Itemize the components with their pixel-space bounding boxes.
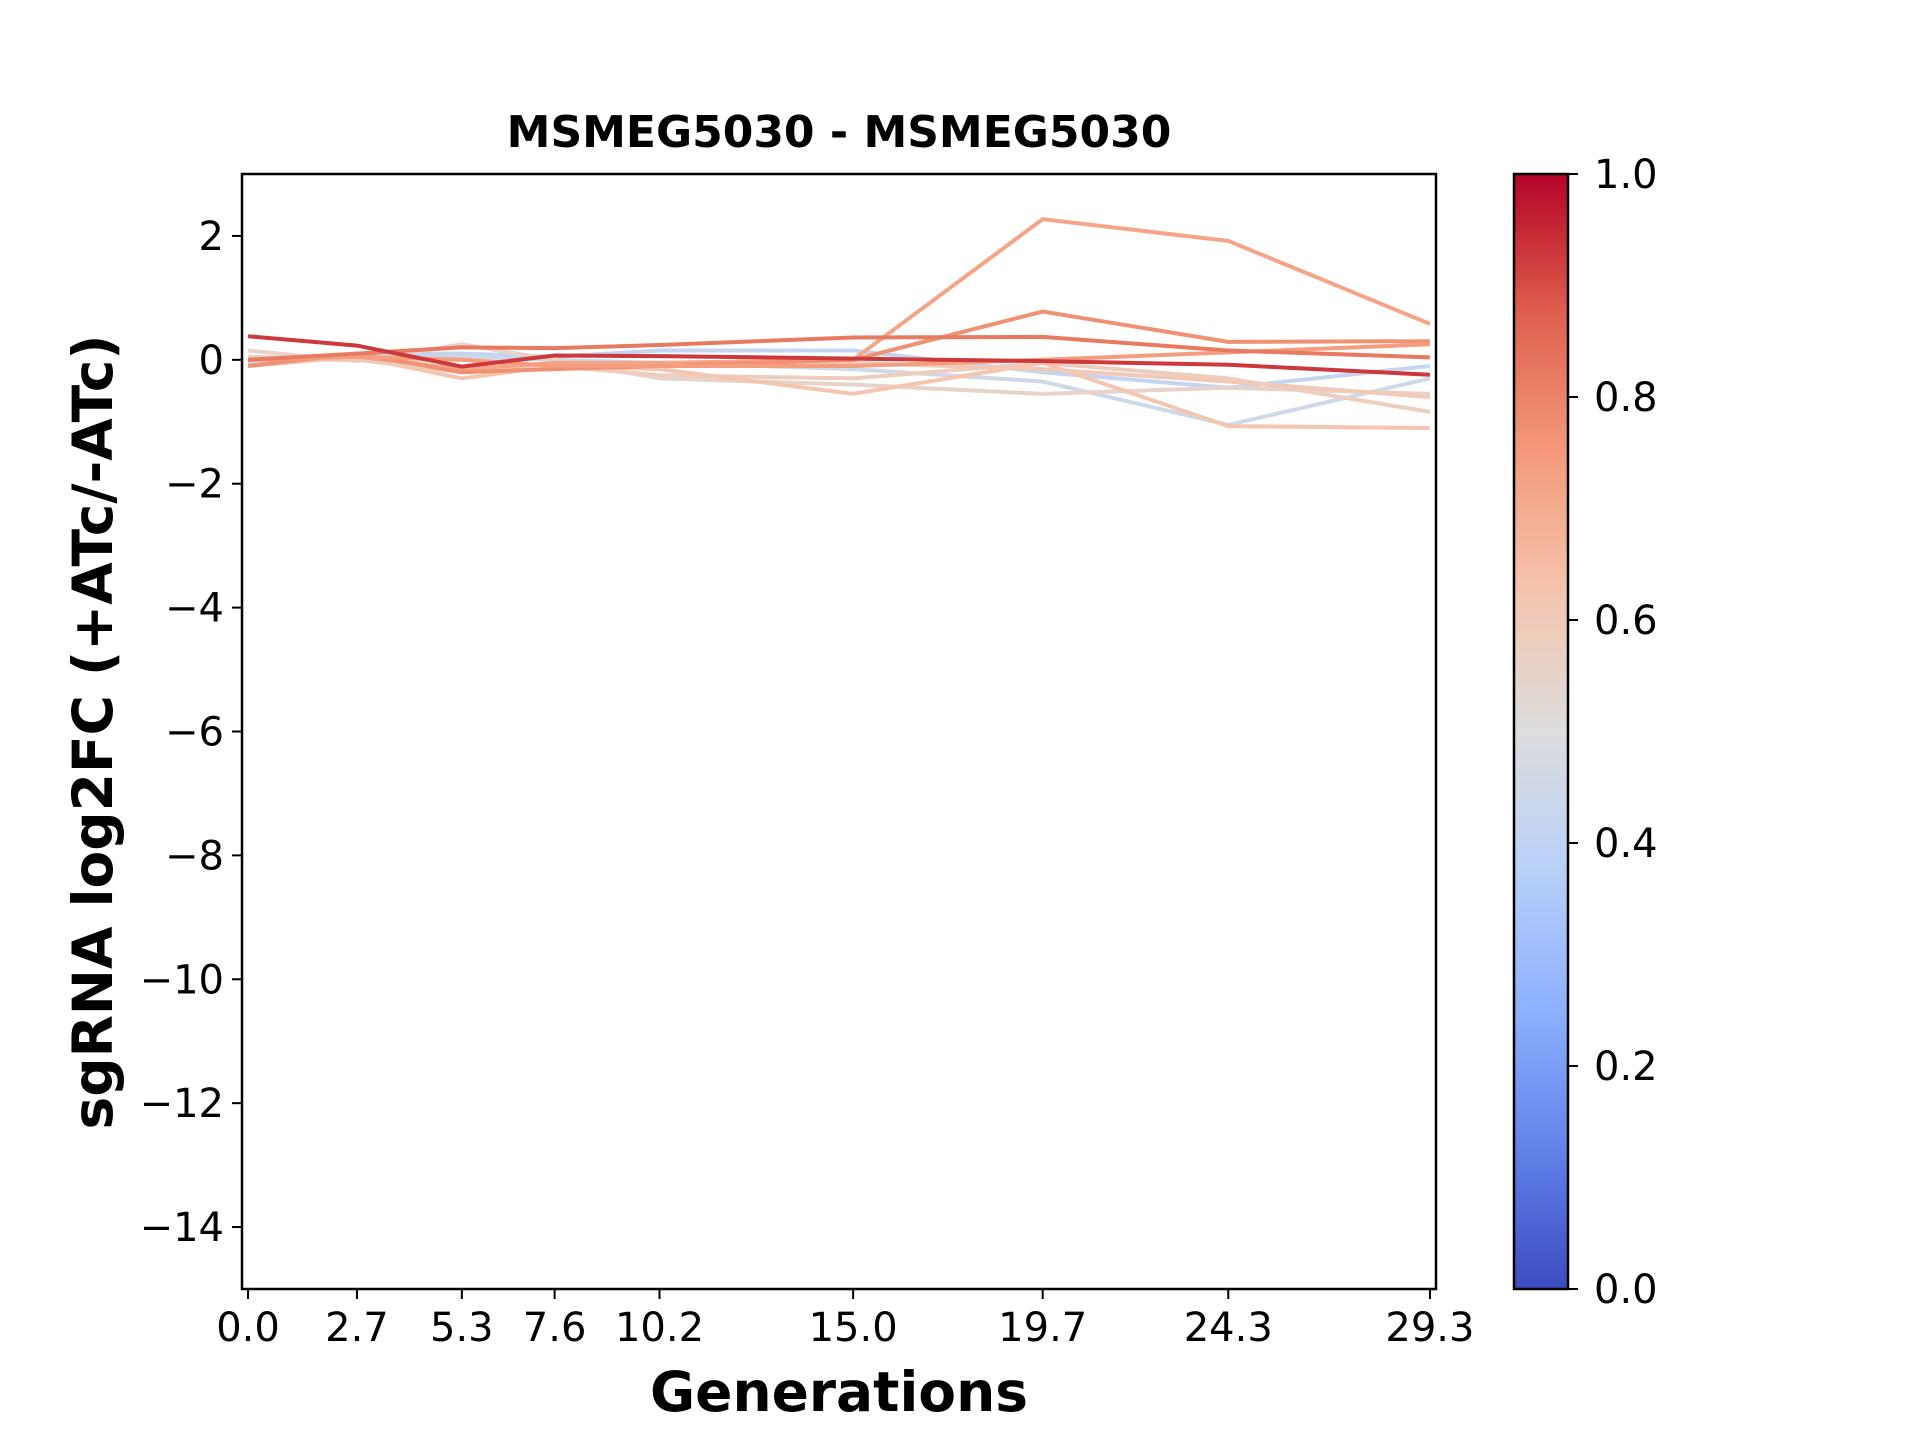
x-tick-label: 2.7 (325, 1305, 389, 1351)
colorbar-tick-label: 0.6 (1594, 598, 1658, 644)
chart-title: MSMEG5030 - MSMEG5030 (507, 107, 1172, 158)
y-tick-label: −8 (165, 833, 224, 879)
colorbar-tick-label: 0.4 (1594, 821, 1658, 867)
y-tick-label: −10 (140, 957, 224, 1003)
x-tick-label: 10.2 (615, 1305, 704, 1351)
colorbar-tick-label: 0.0 (1594, 1267, 1658, 1313)
y-axis-label: sgRNA log2FC (+ATc/-ATc) (61, 334, 125, 1129)
colorbar-axis: 0.0 0.2 0.4 0.6 0.8 1.0 (1568, 152, 1658, 1313)
colorbar-tick-label: 0.2 (1594, 1044, 1658, 1090)
series-line-8 (248, 342, 1430, 368)
y-tick-label: 2 (199, 214, 224, 260)
y-tick-label: 0 (199, 338, 224, 384)
y-tick-label: −14 (140, 1205, 224, 1251)
y-tick-label: −12 (140, 1081, 224, 1127)
y-tick-label: −4 (165, 586, 224, 632)
y-tick-label: −6 (165, 710, 224, 756)
colorbar-tick-label: 0.8 (1594, 375, 1658, 421)
x-tick-label: 0.0 (216, 1305, 280, 1351)
x-tick-label: 5.3 (430, 1305, 494, 1351)
series-line-2 (247, 342, 1430, 396)
x-tick-label: 19.7 (998, 1305, 1087, 1351)
y-tick-label: −2 (165, 462, 224, 508)
x-axis-label: Generations (650, 1360, 1028, 1424)
x-tick-label: 15.0 (809, 1305, 898, 1351)
x-tick-label: 7.6 (523, 1305, 587, 1351)
series-line-6 (248, 217, 1431, 372)
series-lines (247, 217, 1431, 430)
x-tick-label: 29.3 (1385, 1305, 1474, 1351)
y-axis: 2 0 −2 −4 −6 −8 −10 −12 −14 (140, 214, 242, 1251)
x-tick-label: 24.3 (1184, 1305, 1273, 1351)
colorbar-tick-label: 1.0 (1594, 152, 1658, 198)
series-line-10 (247, 334, 1430, 377)
x-axis: 0.0 2.7 5.3 7.6 10.2 15.0 19.7 24.3 29.3 (216, 1289, 1474, 1351)
colorbar (1512, 172, 1570, 1291)
